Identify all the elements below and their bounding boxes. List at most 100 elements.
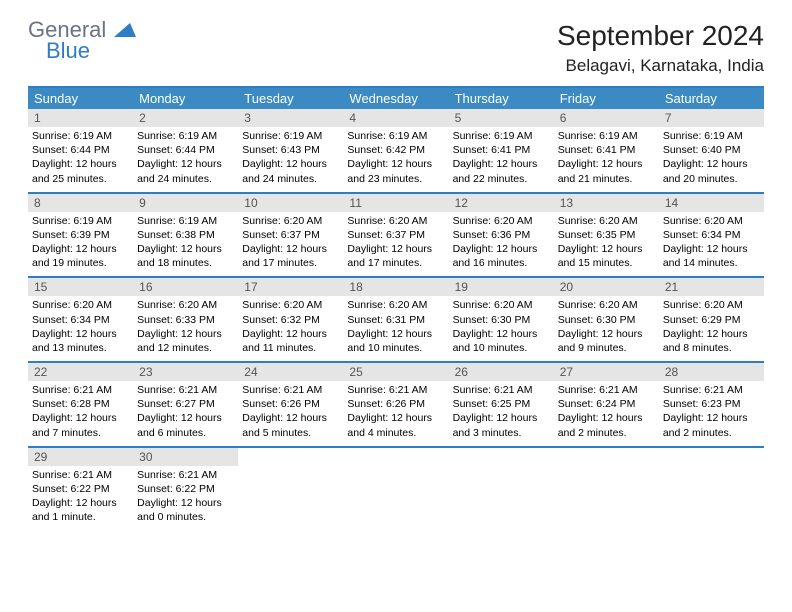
day-cell: 7Sunrise: 6:19 AMSunset: 6:40 PMDaylight… [659, 109, 764, 192]
sunrise: Sunrise: 6:21 AM [558, 383, 655, 397]
daylight: Daylight: 12 hours and 17 minutes. [347, 242, 444, 270]
sunrise: Sunrise: 6:20 AM [663, 214, 760, 228]
day-number: 27 [554, 363, 659, 381]
day-info: Sunrise: 6:21 AMSunset: 6:24 PMDaylight:… [554, 381, 659, 446]
sunrise: Sunrise: 6:21 AM [137, 383, 234, 397]
day-info: Sunrise: 6:19 AMSunset: 6:39 PMDaylight:… [28, 212, 133, 277]
day-info: Sunrise: 6:20 AMSunset: 6:29 PMDaylight:… [659, 296, 764, 361]
day-cell: 29Sunrise: 6:21 AMSunset: 6:22 PMDayligh… [28, 448, 133, 531]
sunrise: Sunrise: 6:20 AM [242, 214, 339, 228]
day-header: Tuesday [238, 88, 343, 109]
sunset: Sunset: 6:43 PM [242, 143, 339, 157]
sunset: Sunset: 6:26 PM [242, 397, 339, 411]
day-cell: 12Sunrise: 6:20 AMSunset: 6:36 PMDayligh… [449, 194, 554, 277]
day-number: 20 [554, 278, 659, 296]
sunrise: Sunrise: 6:20 AM [558, 214, 655, 228]
day-info: Sunrise: 6:20 AMSunset: 6:36 PMDaylight:… [449, 212, 554, 277]
day-number: 9 [133, 194, 238, 212]
day-info: Sunrise: 6:20 AMSunset: 6:35 PMDaylight:… [554, 212, 659, 277]
day-number: 22 [28, 363, 133, 381]
sunrise: Sunrise: 6:19 AM [137, 214, 234, 228]
day-info: Sunrise: 6:19 AMSunset: 6:40 PMDaylight:… [659, 127, 764, 192]
logo-triangle-icon [114, 17, 136, 42]
sunset: Sunset: 6:25 PM [453, 397, 550, 411]
day-cell: 8Sunrise: 6:19 AMSunset: 6:39 PMDaylight… [28, 194, 133, 277]
empty-cell [659, 448, 764, 531]
sunset: Sunset: 6:23 PM [663, 397, 760, 411]
logo-blue: Blue [46, 41, 136, 62]
sunset: Sunset: 6:22 PM [137, 482, 234, 496]
daylight: Daylight: 12 hours and 16 minutes. [453, 242, 550, 270]
day-info: Sunrise: 6:19 AMSunset: 6:41 PMDaylight:… [449, 127, 554, 192]
sunrise: Sunrise: 6:19 AM [663, 129, 760, 143]
empty-cell [449, 448, 554, 531]
title-block: September 2024 Belagavi, Karnataka, Indi… [557, 20, 764, 76]
sunset: Sunset: 6:30 PM [453, 313, 550, 327]
daylight: Daylight: 12 hours and 23 minutes. [347, 157, 444, 185]
day-cell: 27Sunrise: 6:21 AMSunset: 6:24 PMDayligh… [554, 363, 659, 446]
daylight: Daylight: 12 hours and 18 minutes. [137, 242, 234, 270]
day-number: 28 [659, 363, 764, 381]
day-number: 7 [659, 109, 764, 127]
sunrise: Sunrise: 6:20 AM [453, 298, 550, 312]
day-cell: 28Sunrise: 6:21 AMSunset: 6:23 PMDayligh… [659, 363, 764, 446]
sunrise: Sunrise: 6:21 AM [347, 383, 444, 397]
day-info: Sunrise: 6:19 AMSunset: 6:41 PMDaylight:… [554, 127, 659, 192]
day-number: 1 [28, 109, 133, 127]
sunset: Sunset: 6:24 PM [558, 397, 655, 411]
location: Belagavi, Karnataka, India [557, 56, 764, 76]
sunrise: Sunrise: 6:20 AM [453, 214, 550, 228]
daylight: Daylight: 12 hours and 13 minutes. [32, 327, 129, 355]
empty-cell [238, 448, 343, 531]
header: General Blue September 2024 Belagavi, Ka… [28, 20, 764, 76]
sunset: Sunset: 6:26 PM [347, 397, 444, 411]
sunset: Sunset: 6:22 PM [32, 482, 129, 496]
day-cell: 30Sunrise: 6:21 AMSunset: 6:22 PMDayligh… [133, 448, 238, 531]
daylight: Daylight: 12 hours and 4 minutes. [347, 411, 444, 439]
daylight: Daylight: 12 hours and 5 minutes. [242, 411, 339, 439]
sunset: Sunset: 6:30 PM [558, 313, 655, 327]
day-number: 25 [343, 363, 448, 381]
sunset: Sunset: 6:32 PM [242, 313, 339, 327]
daylight: Daylight: 12 hours and 24 minutes. [137, 157, 234, 185]
day-number: 24 [238, 363, 343, 381]
sunset: Sunset: 6:28 PM [32, 397, 129, 411]
sunset: Sunset: 6:33 PM [137, 313, 234, 327]
day-info: Sunrise: 6:20 AMSunset: 6:30 PMDaylight:… [554, 296, 659, 361]
daylight: Daylight: 12 hours and 12 minutes. [137, 327, 234, 355]
day-number: 4 [343, 109, 448, 127]
empty-cell [554, 448, 659, 531]
day-number: 17 [238, 278, 343, 296]
sunrise: Sunrise: 6:20 AM [663, 298, 760, 312]
day-info: Sunrise: 6:21 AMSunset: 6:22 PMDaylight:… [28, 466, 133, 531]
day-info: Sunrise: 6:21 AMSunset: 6:26 PMDaylight:… [343, 381, 448, 446]
day-cell: 10Sunrise: 6:20 AMSunset: 6:37 PMDayligh… [238, 194, 343, 277]
sunset: Sunset: 6:44 PM [137, 143, 234, 157]
daylight: Daylight: 12 hours and 11 minutes. [242, 327, 339, 355]
sunset: Sunset: 6:41 PM [453, 143, 550, 157]
sunset: Sunset: 6:37 PM [347, 228, 444, 242]
day-cell: 20Sunrise: 6:20 AMSunset: 6:30 PMDayligh… [554, 278, 659, 361]
day-number: 12 [449, 194, 554, 212]
month-title: September 2024 [557, 20, 764, 52]
day-info: Sunrise: 6:21 AMSunset: 6:26 PMDaylight:… [238, 381, 343, 446]
day-number: 19 [449, 278, 554, 296]
calendar: SundayMondayTuesdayWednesdayThursdayFrid… [28, 86, 764, 530]
daylight: Daylight: 12 hours and 10 minutes. [453, 327, 550, 355]
sunrise: Sunrise: 6:20 AM [32, 298, 129, 312]
day-info: Sunrise: 6:20 AMSunset: 6:30 PMDaylight:… [449, 296, 554, 361]
day-info: Sunrise: 6:20 AMSunset: 6:34 PMDaylight:… [659, 212, 764, 277]
sunset: Sunset: 6:37 PM [242, 228, 339, 242]
sunrise: Sunrise: 6:19 AM [137, 129, 234, 143]
sunset: Sunset: 6:27 PM [137, 397, 234, 411]
day-cell: 18Sunrise: 6:20 AMSunset: 6:31 PMDayligh… [343, 278, 448, 361]
day-cell: 3Sunrise: 6:19 AMSunset: 6:43 PMDaylight… [238, 109, 343, 192]
day-header: Sunday [28, 88, 133, 109]
daylight: Daylight: 12 hours and 17 minutes. [242, 242, 339, 270]
daylight: Daylight: 12 hours and 21 minutes. [558, 157, 655, 185]
day-cell: 15Sunrise: 6:20 AMSunset: 6:34 PMDayligh… [28, 278, 133, 361]
day-cell: 11Sunrise: 6:20 AMSunset: 6:37 PMDayligh… [343, 194, 448, 277]
sunrise: Sunrise: 6:19 AM [558, 129, 655, 143]
daylight: Daylight: 12 hours and 0 minutes. [137, 496, 234, 524]
day-cell: 14Sunrise: 6:20 AMSunset: 6:34 PMDayligh… [659, 194, 764, 277]
